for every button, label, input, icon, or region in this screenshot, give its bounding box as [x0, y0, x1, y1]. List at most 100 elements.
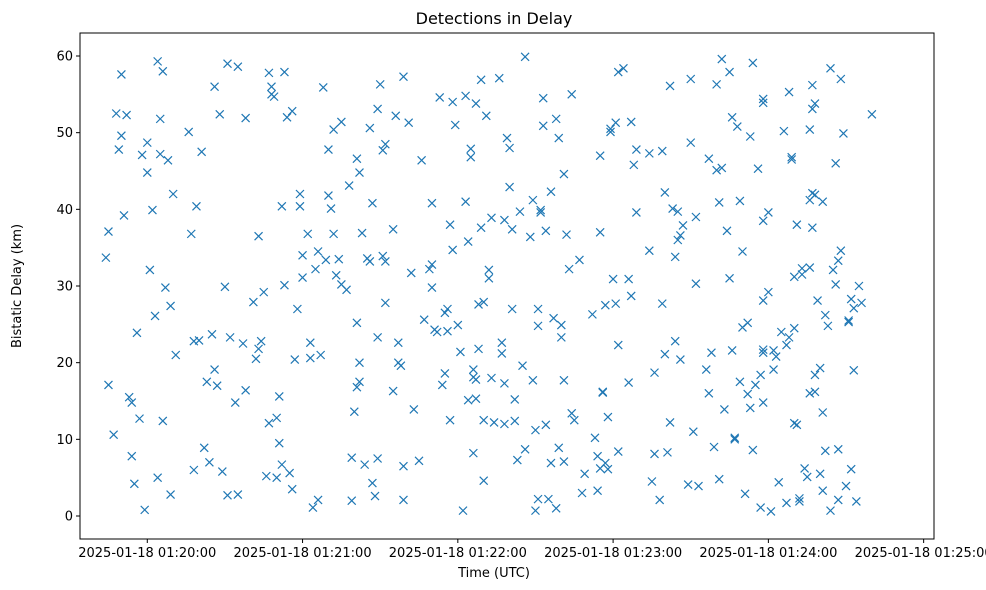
- data-point: [494, 73, 504, 83]
- data-point: [675, 230, 685, 240]
- data-point: [295, 189, 305, 199]
- data-point: [104, 380, 113, 390]
- data-point: [388, 386, 398, 396]
- data-point: [277, 201, 287, 211]
- data-point: [290, 355, 300, 365]
- data-point: [756, 370, 766, 380]
- data-point: [567, 408, 577, 418]
- data-point: [704, 154, 714, 164]
- data-point: [391, 111, 401, 121]
- x-tick-label: 2025-01-18 01:22:00: [389, 546, 527, 561]
- data-point: [528, 375, 538, 385]
- data-point: [673, 207, 683, 217]
- data-point: [168, 189, 178, 199]
- data-point: [220, 282, 230, 292]
- data-point: [388, 224, 398, 234]
- y-tick-label: 60: [56, 50, 73, 65]
- y-axis: 0 10 20 30 40 50 60: [56, 50, 80, 525]
- data-point: [665, 81, 675, 91]
- data-point: [171, 350, 181, 360]
- data-point: [158, 416, 168, 426]
- data-point: [678, 221, 688, 230]
- data-point: [463, 237, 473, 246]
- data-point: [305, 338, 315, 348]
- data-point: [613, 340, 623, 350]
- data-point: [828, 265, 838, 275]
- data-point: [440, 368, 450, 378]
- data-point: [334, 254, 344, 264]
- data-point: [802, 472, 812, 482]
- data-point: [833, 444, 843, 454]
- data-point: [329, 125, 339, 135]
- data-point: [833, 495, 843, 505]
- data-point: [140, 505, 150, 515]
- data-point: [779, 126, 789, 136]
- data-point: [818, 486, 828, 496]
- data-point: [474, 344, 483, 354]
- data-point: [660, 349, 670, 359]
- data-point: [694, 481, 703, 491]
- data-point: [813, 296, 822, 305]
- data-point: [215, 109, 225, 119]
- data-point: [789, 418, 799, 428]
- data-point: [810, 190, 820, 200]
- data-point: [230, 398, 240, 407]
- data-point: [471, 375, 481, 384]
- data-point: [735, 196, 745, 206]
- data-point: [342, 285, 351, 295]
- y-axis-label: Bistatic Delay (km): [10, 224, 25, 348]
- data-point: [600, 458, 610, 468]
- data-point: [663, 447, 672, 457]
- data-point: [665, 418, 675, 427]
- data-point: [758, 98, 768, 108]
- data-point: [476, 75, 486, 85]
- data-point: [784, 87, 794, 97]
- data-point: [448, 245, 458, 255]
- data-point: [259, 287, 269, 297]
- data-point: [254, 231, 263, 241]
- data-point: [717, 163, 727, 173]
- data-point: [831, 280, 841, 289]
- data-point: [714, 474, 724, 484]
- data-point: [295, 201, 305, 211]
- data-point: [745, 132, 755, 141]
- data-point: [463, 395, 473, 405]
- x-tick-label: 2025-01-18 01:20:00: [78, 546, 216, 561]
- data-point: [479, 415, 489, 425]
- data-point: [606, 124, 615, 134]
- data-point: [510, 395, 520, 404]
- data-point: [611, 299, 621, 309]
- data-point: [378, 145, 388, 155]
- data-point: [326, 204, 336, 213]
- data-point: [298, 250, 307, 260]
- data-point: [373, 454, 383, 463]
- data-point: [432, 327, 442, 337]
- data-point: [344, 181, 354, 190]
- data-point: [399, 495, 408, 505]
- data-point: [505, 182, 515, 192]
- data-point: [758, 94, 768, 104]
- data-point: [650, 368, 659, 378]
- data-point: [709, 442, 719, 452]
- data-point: [241, 385, 251, 395]
- data-point: [194, 336, 204, 345]
- data-point: [479, 297, 489, 307]
- data-point: [844, 316, 854, 325]
- data-point: [549, 313, 559, 323]
- data-point: [251, 354, 261, 364]
- data-point: [559, 457, 569, 466]
- data-point: [546, 458, 556, 468]
- data-point: [305, 353, 315, 363]
- data-point: [838, 129, 848, 138]
- data-point: [748, 445, 758, 455]
- data-point: [414, 456, 424, 466]
- data-point: [704, 388, 714, 398]
- data-point: [559, 375, 569, 385]
- data-point: [347, 496, 357, 506]
- data-point: [595, 151, 605, 161]
- data-point: [331, 270, 341, 280]
- data-point: [360, 460, 370, 470]
- data-point: [298, 273, 307, 282]
- data-point: [593, 451, 603, 461]
